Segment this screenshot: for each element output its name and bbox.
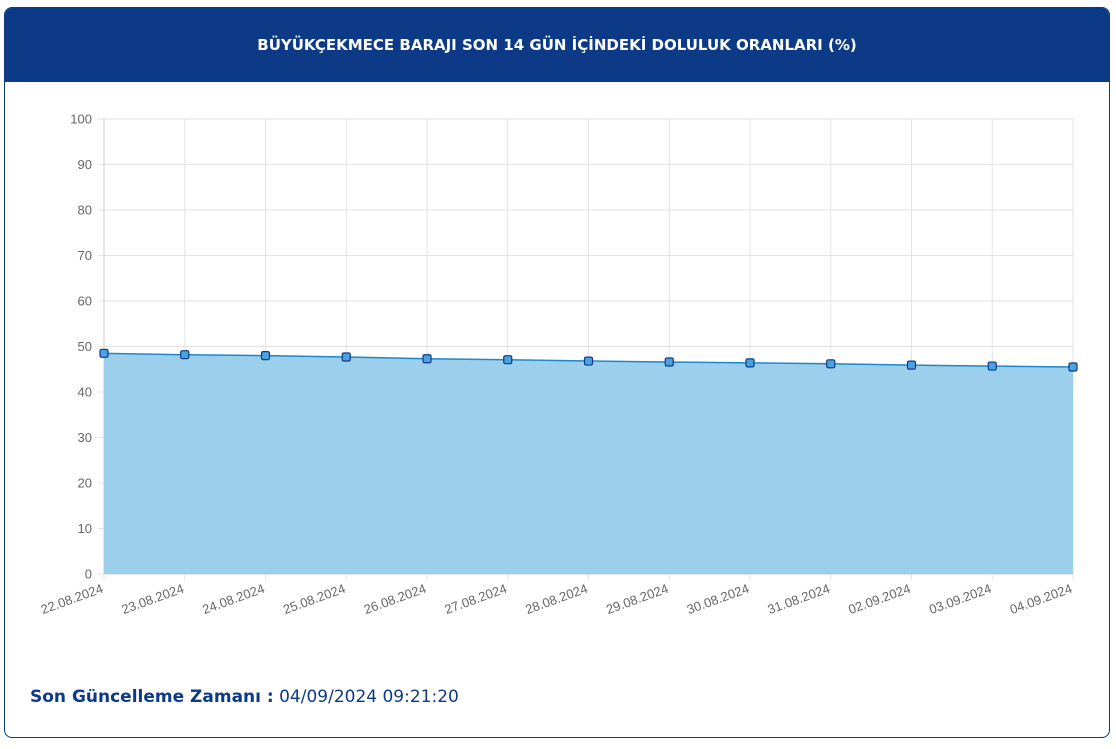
footer-label: Son Güncelleme Zamanı : xyxy=(30,687,274,707)
x-tick-label: 30.08.2024 xyxy=(685,581,751,617)
x-tick-label: 26.08.2024 xyxy=(362,581,428,617)
x-tick-label: 22.08.2024 xyxy=(39,581,105,617)
point xyxy=(99,348,109,358)
x-tick-label: 02.09.2024 xyxy=(846,581,912,617)
chart-title: BÜYÜKÇEKMECE BARAJI SON 14 GÜN İÇİNDEKİ … xyxy=(5,8,1109,82)
x-tick-label: 31.08.2024 xyxy=(765,581,831,617)
point xyxy=(826,359,836,369)
y-tick-label: 90 xyxy=(78,157,92,172)
point xyxy=(260,351,271,361)
x-tick-label: 29.08.2024 xyxy=(604,581,670,617)
footer-value: 04/09/2024 09:21:20 xyxy=(279,687,459,707)
x-tick-label: 25.08.2024 xyxy=(281,581,347,617)
y-tick-label: 60 xyxy=(78,294,92,309)
y-tick-label: 20 xyxy=(78,476,92,491)
y-tick-label: 10 xyxy=(78,521,92,536)
point xyxy=(180,350,190,360)
area xyxy=(104,353,1073,574)
x-tick-label: 23.08.2024 xyxy=(119,581,185,617)
point xyxy=(503,355,513,365)
x-tick-label: 04.09.2024 xyxy=(1008,581,1074,617)
point xyxy=(745,358,755,368)
x-tick-label: 28.08.2024 xyxy=(523,581,589,617)
y-tick-label: 0 xyxy=(85,567,92,582)
chart: 0 10 20 30 40 50 60 70 80 90 100 22.08.2024 23.08.20… xyxy=(39,112,1078,617)
point xyxy=(583,356,594,366)
x-tick-label: 27.08.2024 xyxy=(442,581,508,617)
point xyxy=(664,357,674,367)
point xyxy=(422,354,432,364)
y-tick-label: 70 xyxy=(78,248,92,263)
y-tick-label: 40 xyxy=(78,385,92,400)
point xyxy=(1068,362,1078,372)
point xyxy=(906,360,917,370)
y-tick-label: 30 xyxy=(78,430,92,445)
y-tick-label: 50 xyxy=(78,339,92,354)
point xyxy=(341,352,351,362)
footer: Son Güncelleme Zamanı : 04/09/2024 09:21… xyxy=(30,687,459,707)
x-tick-label: 03.09.2024 xyxy=(927,581,993,617)
x-tick-label: 24.08.2024 xyxy=(200,581,266,617)
y-tick-label: 80 xyxy=(78,203,92,218)
point xyxy=(987,361,997,371)
card: BÜYÜKÇEKMECE BARAJI SON 14 GÜN İÇİNDEKİ … xyxy=(4,7,1110,738)
y-tick-label: 100 xyxy=(70,112,92,127)
